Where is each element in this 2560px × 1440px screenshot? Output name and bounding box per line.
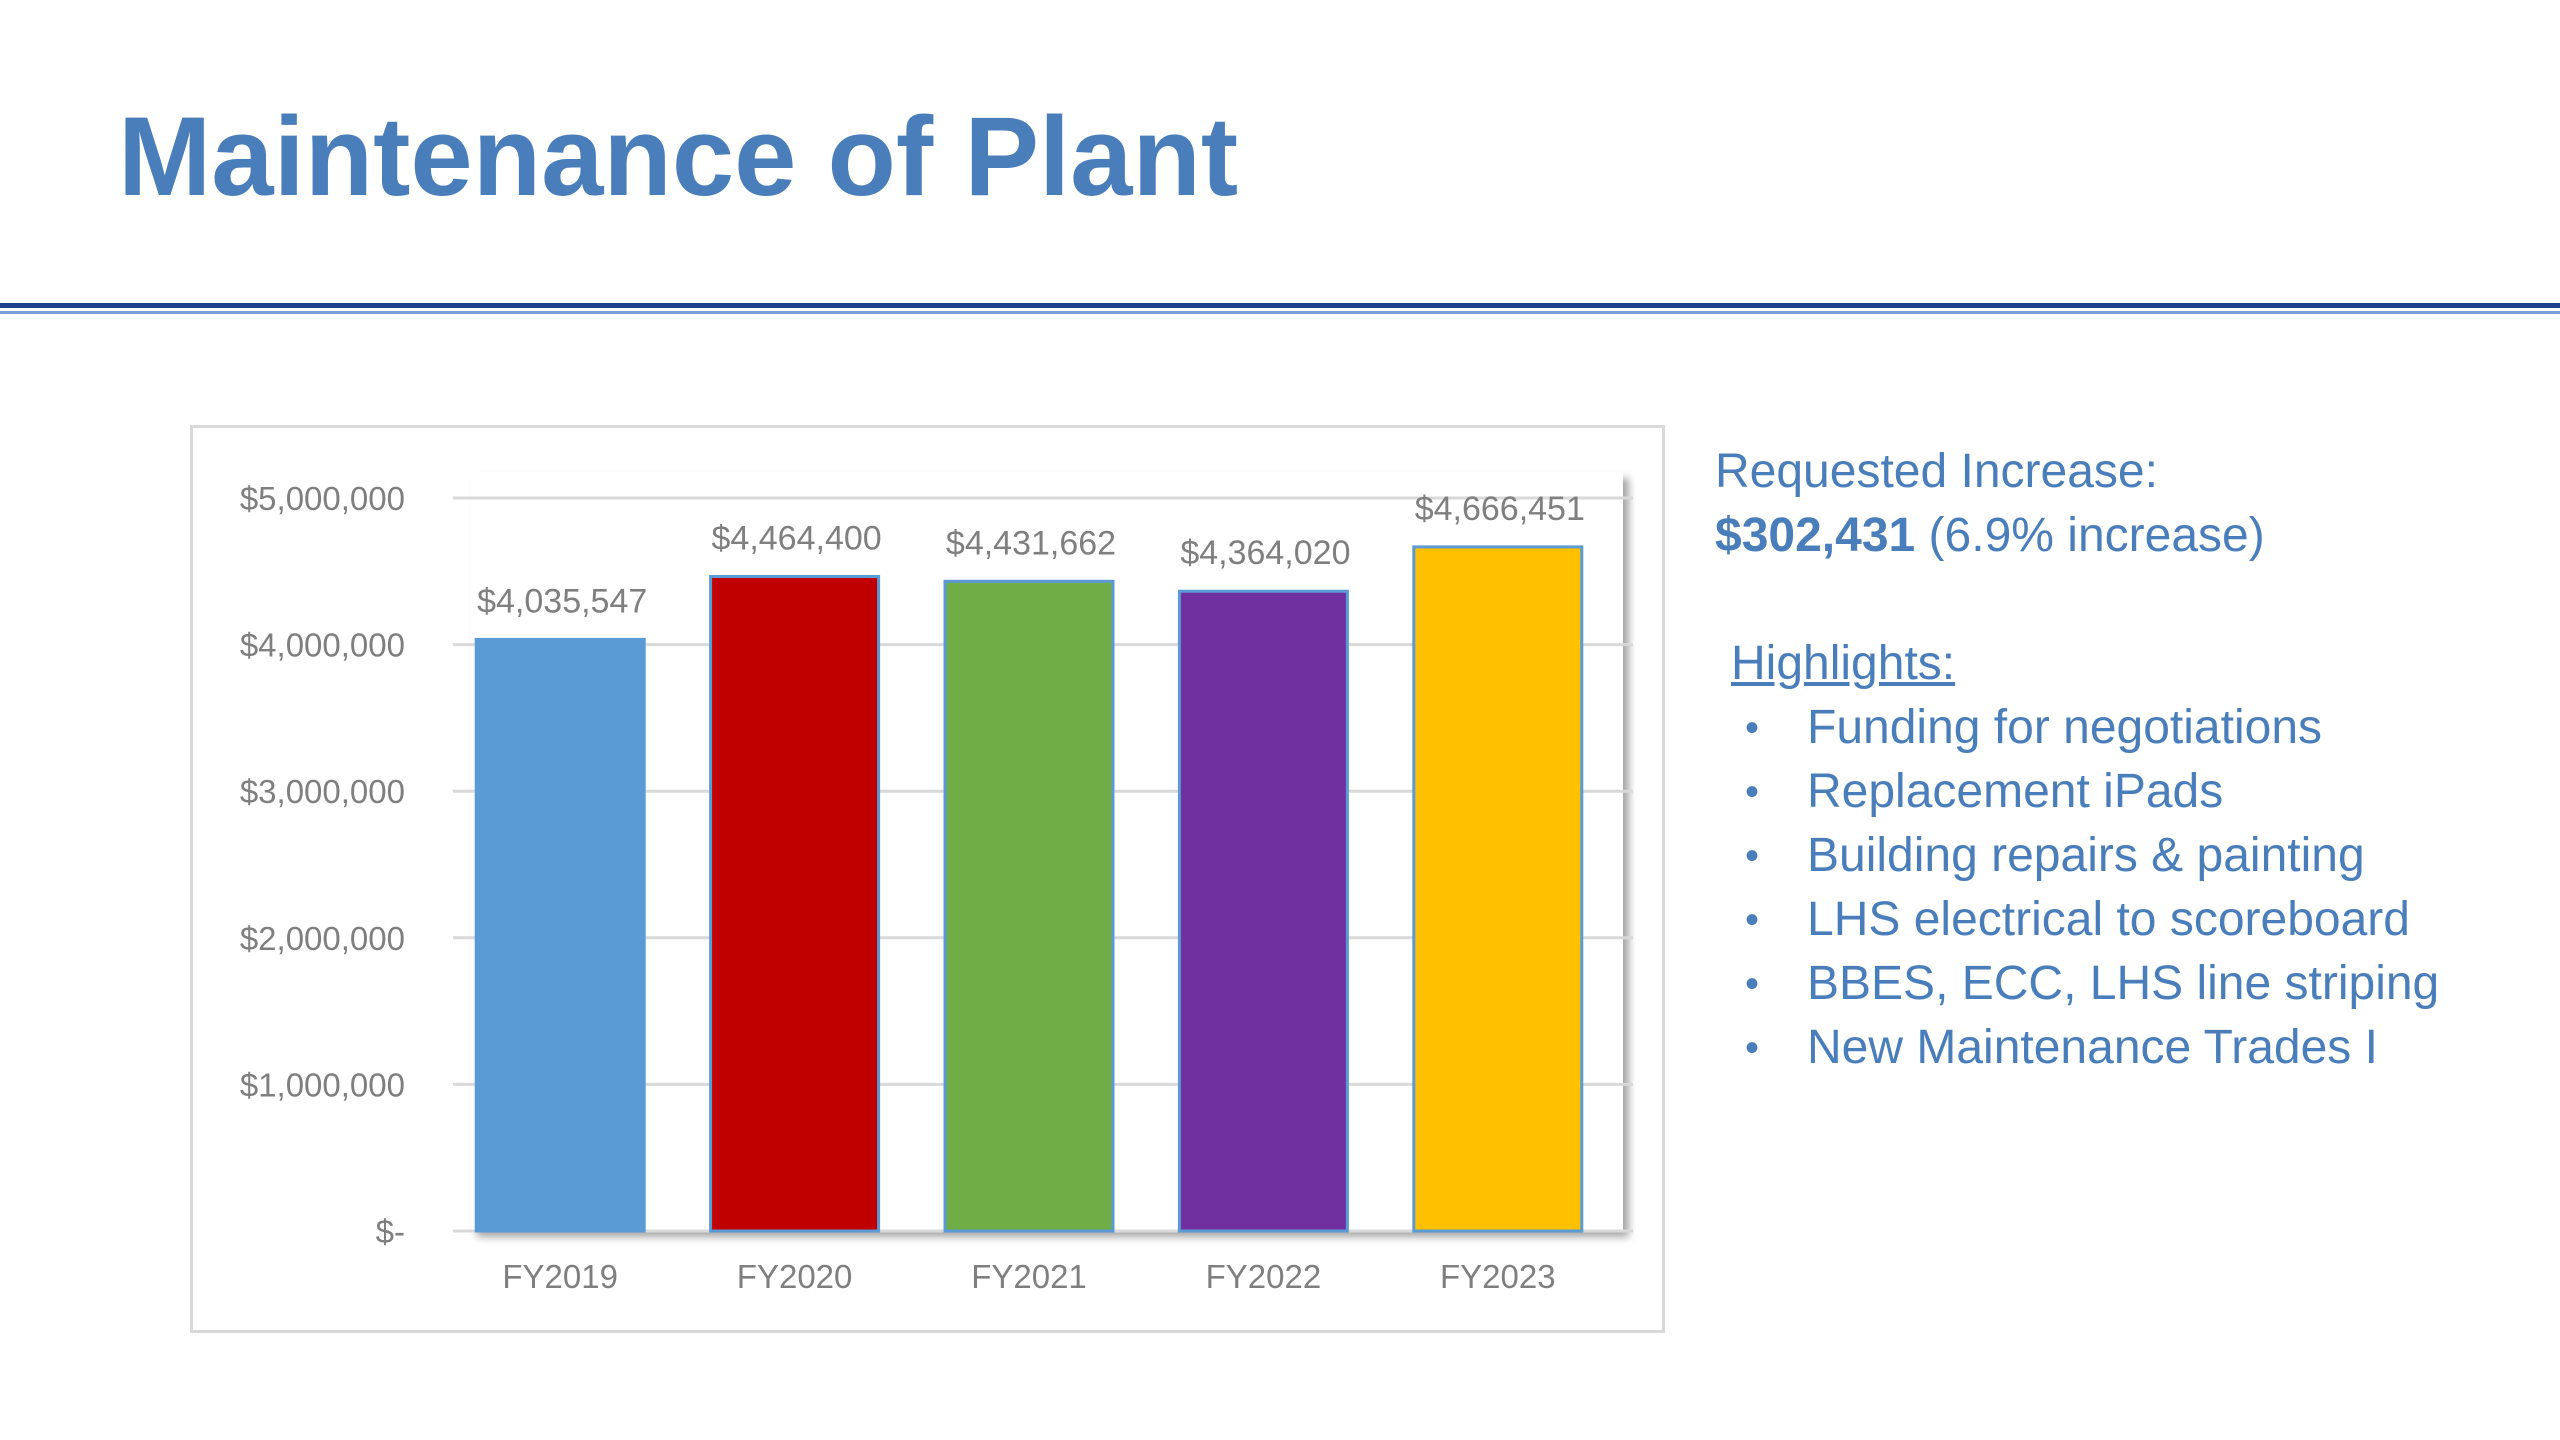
list-item: • Replacement iPads: [1731, 760, 2535, 824]
list-item: • New Maintenance Trades I: [1731, 1016, 2535, 1080]
requested-increase-line: $302,431 (6.9% increase): [1715, 504, 2535, 568]
bullet: •: [1745, 706, 1760, 750]
bar: [474, 637, 646, 1233]
bullet: •: [1745, 898, 1760, 942]
list-item: • Building repairs & painting: [1731, 824, 2535, 888]
bar: [1177, 589, 1349, 1233]
bar: [709, 575, 881, 1233]
requested-increase-detail: (6.9% increase): [1928, 509, 2265, 562]
y-tick-label: $-: [376, 1213, 405, 1250]
list-item: • Funding for negotiations: [1731, 696, 2535, 760]
list-item: • LHS electrical to scoreboard: [1731, 888, 2535, 952]
bar: [1412, 545, 1584, 1233]
x-tick-label: FY2023: [1440, 1258, 1556, 1295]
slide-title: Maintenance of Plant: [118, 94, 1239, 219]
data-label: $4,364,020: [1180, 534, 1350, 572]
highlight-text: LHS electrical to scoreboard: [1807, 893, 2410, 946]
title-divider: [0, 303, 2560, 308]
x-tick-label: FY2019: [502, 1258, 618, 1295]
highlights-heading: Highlights:: [1731, 637, 1956, 690]
bullet: •: [1745, 1026, 1760, 1070]
list-item: • BBES, ECC, LHS line striping: [1731, 952, 2535, 1016]
y-tick-label: $4,000,000: [240, 627, 405, 664]
data-label: $4,431,662: [946, 524, 1116, 562]
x-tick-label: FY2022: [1206, 1258, 1322, 1295]
y-tick-label: $2,000,000: [240, 920, 405, 957]
y-tick-label: $1,000,000: [240, 1066, 405, 1103]
bar: [943, 579, 1115, 1233]
bar-chart: $4,035,547 $4,464,400 $4,431,662 $4,364,020…: [240, 472, 1633, 1295]
bullet: •: [1745, 834, 1760, 878]
info-panel: Requested Increase: $302,431 (6.9% incre…: [1715, 440, 2535, 1080]
requested-increase-label: Requested Increase:: [1715, 445, 2158, 498]
highlights-list: • Funding for negotiations • Replacement i…: [1715, 696, 2535, 1080]
highlight-text: BBES, ECC, LHS line striping: [1807, 957, 2440, 1010]
bullet: •: [1745, 770, 1760, 814]
data-label: $4,035,547: [477, 582, 647, 620]
data-label: $4,464,400: [712, 520, 882, 558]
highlight-text: Replacement iPads: [1807, 765, 2224, 818]
y-tick-label: $5,000,000: [240, 480, 405, 517]
highlight-text: Funding for negotiations: [1807, 701, 2323, 754]
title-divider-accent: [0, 311, 2560, 314]
chart-container: $4,035,547 $4,464,400 $4,431,662 $4,364,020…: [190, 425, 1665, 1333]
requested-increase-amount: $302,431: [1715, 509, 1916, 562]
x-tick-label: FY2020: [737, 1258, 853, 1295]
highlight-text: Building repairs & painting: [1807, 829, 2365, 882]
x-tick-label: FY2021: [971, 1258, 1087, 1295]
bullet: •: [1745, 962, 1760, 1006]
data-label: $4,666,451: [1415, 490, 1585, 528]
y-tick-label: $3,000,000: [240, 773, 405, 810]
highlight-text: New Maintenance Trades I: [1807, 1021, 2378, 1074]
